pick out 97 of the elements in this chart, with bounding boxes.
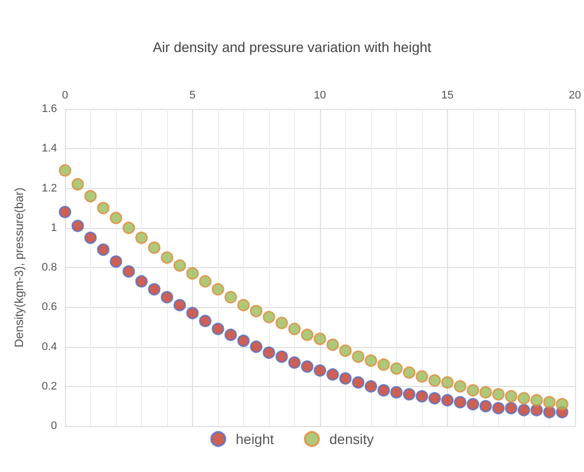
- chart-title: Air density and pressure variation with height: [152, 39, 432, 55]
- point: [212, 322, 224, 336]
- point: [479, 386, 492, 399]
- point: [288, 322, 301, 336]
- point: [466, 384, 480, 397]
- point: [390, 386, 403, 399]
- point: [352, 350, 364, 363]
- point: [135, 275, 148, 288]
- x-tick-label: 0: [62, 90, 68, 102]
- x-tick-label: 10: [314, 90, 326, 102]
- point: [402, 388, 416, 401]
- point: [492, 402, 505, 414]
- point: [390, 362, 403, 375]
- point: [84, 190, 97, 202]
- point: [377, 384, 390, 397]
- point: [314, 332, 326, 346]
- x-tick-label: 20: [568, 90, 582, 102]
- point: [352, 376, 364, 389]
- point: [300, 328, 314, 342]
- x-tick-label: 5: [189, 90, 196, 102]
- point: [314, 364, 326, 377]
- point: [275, 316, 288, 330]
- point: [110, 255, 122, 268]
- point: [339, 344, 352, 357]
- legend-label: height: [236, 431, 274, 447]
- point: [173, 259, 186, 272]
- point: [250, 304, 262, 318]
- point: [198, 275, 212, 288]
- point: [237, 334, 250, 348]
- point: [262, 346, 276, 359]
- point: [518, 404, 530, 416]
- point: [186, 267, 199, 280]
- point: [466, 398, 480, 410]
- point: [364, 380, 378, 393]
- point: [339, 372, 352, 385]
- point: [416, 370, 428, 383]
- point: [173, 298, 186, 312]
- point: [543, 406, 556, 418]
- point: [275, 350, 288, 363]
- point: [454, 380, 466, 393]
- y-tick-label: 1.2: [42, 182, 57, 194]
- point: [72, 178, 84, 191]
- point: [148, 283, 160, 296]
- point: [97, 243, 110, 256]
- y-tick-label: 0.4: [42, 340, 57, 353]
- point: [97, 202, 110, 214]
- y-axis-title: Density(kgm-3), pressure(bar): [12, 187, 26, 348]
- y-tick-label: 0.6: [42, 301, 57, 314]
- y-tick-label: 1: [50, 222, 57, 234]
- point: [428, 392, 441, 405]
- point: [543, 396, 556, 408]
- y-tick-label: 1.4: [42, 142, 57, 155]
- point: [160, 251, 174, 264]
- y-tick-label: 0: [50, 420, 57, 432]
- point: [84, 232, 97, 244]
- point: [441, 394, 454, 406]
- point: [518, 392, 530, 405]
- point: [122, 265, 135, 278]
- point: [556, 398, 568, 410]
- point: [416, 390, 428, 403]
- point: [160, 290, 174, 304]
- point: [504, 390, 518, 403]
- y-tick-label: 0.8: [42, 262, 57, 274]
- point: [530, 404, 543, 416]
- point: [250, 340, 262, 353]
- point: [441, 376, 454, 389]
- point: [72, 220, 84, 232]
- point: [530, 394, 543, 406]
- point: [326, 368, 339, 381]
- point: [237, 298, 250, 312]
- point: [326, 338, 339, 352]
- point: [212, 283, 224, 296]
- point: [454, 396, 466, 408]
- point: [364, 354, 378, 367]
- point: [428, 374, 441, 387]
- point: [402, 366, 416, 379]
- point: [58, 164, 72, 177]
- point: [377, 358, 390, 371]
- point: [186, 306, 199, 320]
- point: [135, 232, 148, 244]
- point: [262, 310, 276, 324]
- point: [110, 212, 122, 224]
- y-tick-label: 0.2: [42, 380, 57, 392]
- point: [224, 290, 237, 304]
- y-tick-label: 1.6: [42, 103, 57, 115]
- point: [479, 400, 492, 412]
- point: [300, 360, 314, 373]
- point: [148, 241, 160, 254]
- point: [504, 402, 518, 414]
- point: [492, 388, 505, 401]
- legend-label: density: [329, 431, 374, 447]
- point: [288, 356, 301, 369]
- point: [58, 206, 72, 218]
- x-tick-label: 15: [441, 90, 454, 102]
- point: [224, 328, 237, 342]
- point: [122, 222, 135, 234]
- point: [198, 314, 212, 328]
